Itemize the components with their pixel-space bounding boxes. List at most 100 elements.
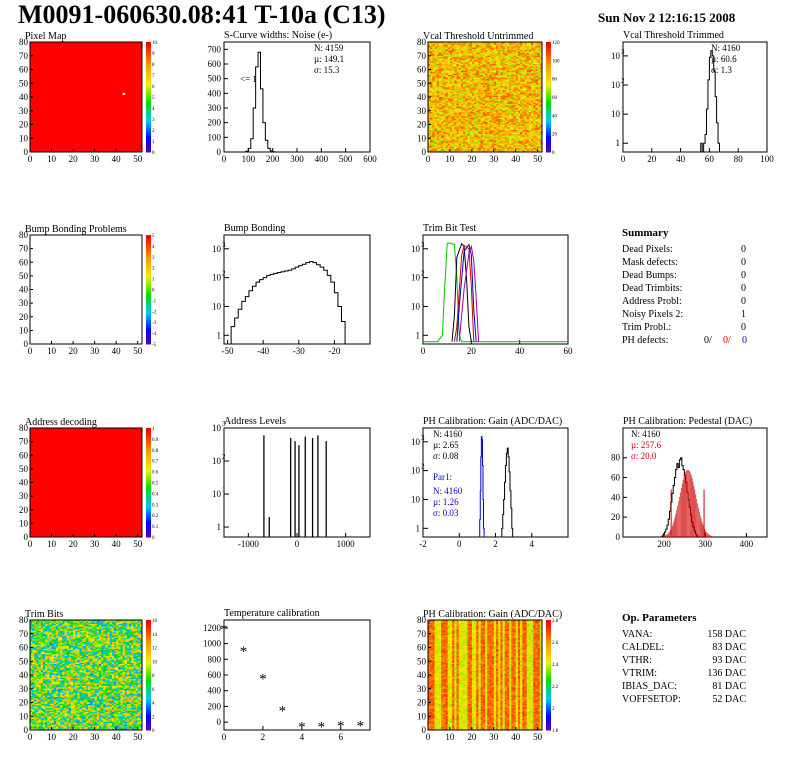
colorbar-label: 6 (152, 85, 155, 90)
heatmap-cell (474, 42, 477, 44)
heatmap-cell (524, 119, 528, 121)
heatmap-cell (456, 70, 460, 73)
heatmap-cell (522, 110, 525, 113)
heatmap-cell (482, 75, 486, 77)
heatmap-cell (533, 46, 536, 48)
heatmap-cell (535, 72, 539, 75)
heatmap-cell (463, 120, 466, 123)
heatmap-cell (509, 88, 512, 91)
heatmap-cell (502, 83, 506, 86)
heatmap-cell (531, 65, 534, 68)
heatmap-cell (506, 66, 510, 69)
x-tick-label: 50 (133, 154, 143, 164)
heatmap-cell (539, 102, 543, 105)
heatmap-cell (506, 101, 510, 103)
heatmap-cell (469, 83, 473, 86)
heatmap-cell (460, 108, 464, 110)
heatmap-cell (447, 76, 451, 79)
heatmap-cell (509, 103, 512, 106)
heatmap-cell (509, 112, 512, 114)
heatmap-cell (506, 46, 510, 48)
heatmap-cell (467, 54, 471, 57)
heatmap-cell (511, 113, 514, 116)
heatmap-cell (515, 44, 519, 47)
x-tick-label: -2 (419, 539, 427, 549)
heatmap-cell (467, 61, 471, 64)
heatmap-cell (454, 83, 457, 86)
heatmap-cell (493, 95, 497, 98)
heatmap-cell (533, 116, 536, 119)
heatmap-cell (504, 95, 508, 98)
heatmap-cell (531, 112, 534, 114)
heatmap-cell (465, 58, 468, 61)
heatmap-cell (447, 68, 451, 70)
heatmap-cell (511, 119, 514, 121)
heatmap-cell (524, 54, 528, 57)
heatmap-cell (456, 72, 460, 75)
colorbar-label: 0.7 (152, 460, 159, 465)
heatmap-cell (480, 108, 484, 110)
heatmap-cell (467, 91, 471, 94)
heatmap-cell (517, 42, 521, 44)
colorbar-label: 80 (552, 78, 558, 83)
heatmap-cell (522, 98, 525, 101)
heatmap-cell (533, 55, 536, 58)
heatmap-cell (452, 75, 455, 77)
heatmap-cell (460, 47, 464, 50)
heatmap-cell (491, 84, 495, 87)
heatmap-cell (474, 66, 477, 69)
heatmap-cell (533, 88, 536, 91)
heatmap-cell (502, 51, 506, 54)
heatmap-cell (526, 43, 530, 46)
heatmap-cell (539, 77, 543, 80)
heatmap-cell (456, 53, 460, 55)
heatmap-cell (524, 50, 528, 53)
heatmap-cell (491, 69, 495, 72)
heatmap-cell (537, 103, 541, 106)
heatmap-cell (491, 79, 495, 81)
heatmap-cell (469, 53, 473, 55)
heatmap-cell (517, 95, 521, 98)
heatmap-cell (434, 116, 438, 119)
heatmap-cell (463, 81, 466, 84)
heatmap-cell (474, 84, 477, 87)
heatmap-cell (467, 84, 471, 87)
heatmap-cell (511, 80, 514, 83)
heatmap-cell (491, 110, 495, 113)
heatmap-cell (517, 68, 521, 70)
heatmap-cell (504, 59, 508, 62)
heatmap-cell (465, 94, 468, 97)
heatmap-cell (517, 102, 521, 105)
heatmap-cell (460, 92, 464, 95)
heatmap-cell (485, 106, 488, 109)
colorbar-label: 5 (152, 96, 155, 101)
heatmap-cell (452, 112, 455, 114)
heatmap-cell (441, 116, 444, 119)
heatmap-cell (535, 83, 539, 86)
heatmap-cell (487, 75, 490, 77)
heatmap-cell (535, 108, 539, 110)
heatmap-cell (463, 83, 466, 86)
colorbar-cell (146, 110, 151, 114)
heatmap-cell (513, 54, 517, 57)
heatmap-cell (524, 61, 528, 64)
heatmap-cell (524, 101, 528, 103)
heatmap-cell (441, 72, 444, 75)
heatmap-cell (478, 81, 482, 84)
heatmap-cell (509, 92, 512, 95)
heatmap-cell (432, 112, 435, 114)
heatmap-cell (463, 98, 466, 101)
heatmap-cell (432, 116, 435, 119)
heatmap-cell (520, 47, 523, 50)
heatmap-cell (476, 50, 479, 53)
heatmap-cell (480, 73, 484, 76)
heatmap-cell (460, 65, 464, 68)
heatmap-cell (533, 57, 536, 59)
heatmap-cell (447, 64, 451, 66)
heatmap-cell (504, 117, 508, 120)
heatmap-cell (456, 103, 460, 106)
heatmap-cell (506, 116, 510, 119)
heatmap-cell (487, 57, 490, 59)
heatmap-cell (469, 119, 473, 121)
